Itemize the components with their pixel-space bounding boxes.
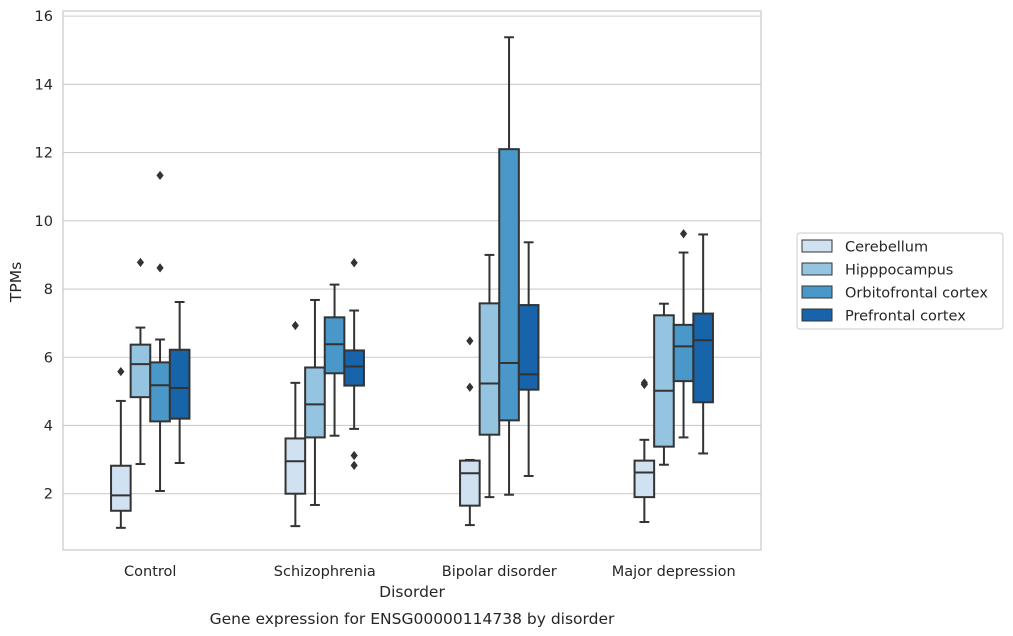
box-cerebellum-bipolar-disorder	[459, 336, 481, 527]
box-hipppocampus-major-depression	[653, 302, 675, 466]
outlier-point	[350, 258, 358, 268]
y-tick-label: 16	[35, 9, 53, 25]
outlier-point	[156, 170, 164, 181]
legend-swatch-cerebellum	[801, 239, 833, 253]
y-tick-label: 6	[44, 350, 53, 366]
iqr-box	[343, 349, 365, 387]
box-cerebellum-control	[110, 366, 132, 529]
y-tick-label: 10	[35, 214, 53, 230]
legend-swatch-prefrontal-cortex	[801, 308, 833, 322]
box-hipppocampus-bipolar-disorder	[478, 253, 501, 499]
outlier-point	[156, 263, 164, 273]
legend-label-hipppocampus: Hipppocampus	[845, 263, 953, 279]
x-tick-label: Bipolar disorder	[442, 564, 557, 580]
iqr-box	[149, 361, 171, 423]
iqr-box	[478, 302, 501, 436]
iqr-box	[284, 437, 307, 495]
iqr-box	[459, 459, 481, 507]
legend-frame	[796, 232, 1004, 330]
outlier-point	[640, 378, 648, 388]
outlier-point	[466, 382, 474, 392]
box-prefrontal-cortex-bipolar-disorder	[517, 241, 540, 477]
x-tick-label: Schizophrenia	[274, 564, 376, 580]
y-axis-ticks: 2 4 6 8 10 12 14 16	[35, 9, 53, 503]
box-prefrontal-cortex-major-depression	[692, 233, 714, 455]
box-prefrontal-cortex-control	[168, 300, 191, 465]
box-cerebellum-schizophrenia	[284, 320, 307, 528]
outlier-point	[117, 366, 125, 377]
plot-frame	[62, 10, 762, 551]
box-orbitofrontal-cortex-control	[149, 170, 171, 492]
y-tick-label: 2	[44, 487, 53, 503]
iqr-box	[168, 348, 191, 420]
x-tick-label: Control	[124, 564, 176, 580]
iqr-box	[692, 312, 714, 404]
outlier-point	[466, 336, 474, 346]
y-tick-label: 12	[35, 146, 53, 162]
y-axis-title: TPMs	[7, 262, 25, 303]
outlier-point	[679, 229, 688, 239]
box-prefrontal-cortex-schizophrenia	[343, 258, 365, 470]
iqr-box	[323, 316, 346, 375]
y-tick-label: 4	[44, 418, 53, 434]
box-hipppocampus-schizophrenia	[304, 298, 326, 506]
iqr-box	[129, 343, 152, 399]
legend-label-prefrontal-cortex: Prefrontal cortex	[845, 309, 966, 325]
iqr-box	[633, 459, 656, 499]
iqr-box	[498, 148, 520, 422]
legend-swatch-orbitofrontal-cortex	[801, 285, 833, 299]
outlier-point	[350, 450, 358, 461]
box-orbitofrontal-cortex-schizophrenia	[323, 283, 346, 437]
iqr-box	[304, 366, 326, 439]
figure-caption: Gene expression for ENSG00000114738 by d…	[210, 610, 615, 628]
legend-swatch-hipppocampus	[801, 262, 833, 276]
box-cerebellum-major-depression	[633, 378, 656, 524]
x-axis-ticks: Control Schizophrenia Bipolar disorder Majo…	[124, 564, 736, 580]
y-tick-label: 8	[44, 282, 53, 298]
iqr-box	[672, 323, 695, 383]
x-tick-label: Major depression	[612, 564, 736, 580]
legend: Cerebellum Hipppocampus Orbitofrontal co…	[796, 232, 1004, 330]
y-tick-label: 14	[35, 77, 53, 93]
legend-label-cerebellum: Cerebellum	[845, 240, 928, 256]
box-plot-area	[110, 36, 714, 529]
legend-label-orbitofrontal-cortex: Orbitofrontal cortex	[845, 286, 988, 302]
outlier-point	[291, 320, 299, 331]
iqr-box	[110, 464, 132, 512]
iqr-box	[653, 314, 675, 448]
iqr-box	[517, 304, 540, 391]
box-orbitofrontal-cortex-major-depression	[672, 229, 695, 439]
outlier-point	[350, 460, 358, 470]
box-orbitofrontal-cortex-bipolar-disorder	[498, 36, 520, 496]
x-axis-title: Disorder	[379, 583, 445, 601]
outlier-point	[136, 257, 145, 268]
